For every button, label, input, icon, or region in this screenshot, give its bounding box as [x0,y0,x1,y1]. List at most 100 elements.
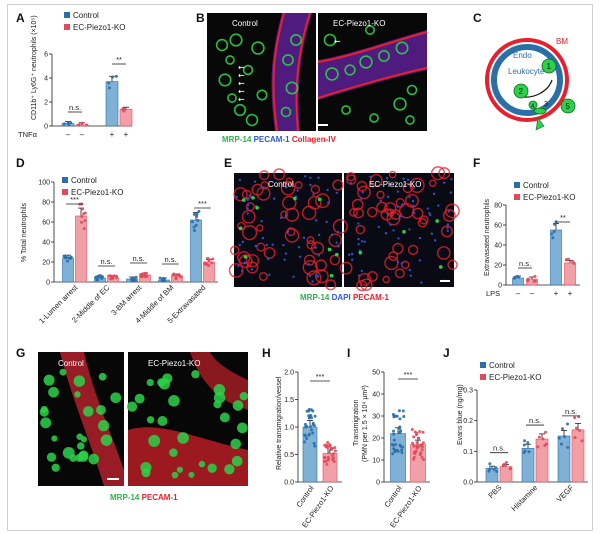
alveolar-wall [229,245,240,256]
panel-i-data-point [392,447,396,451]
alveolar-wall [400,260,410,270]
panel-i-data-point [411,441,415,445]
panel-d-data-point [144,271,148,275]
dapi-nucleus [284,214,288,218]
alveolar-wall [366,206,378,218]
panel-i-data-point [394,442,398,446]
alveolar-wall [380,208,393,221]
panel-d-data-point [82,227,86,231]
neutrophil-b-control [251,41,265,55]
legend-swatch-ko [480,374,486,380]
panel-j-data-point [573,416,577,420]
alveolar-wall [280,210,289,219]
panel-i-data-point [419,451,423,455]
panel-j-data-point [495,469,499,473]
dapi-nucleus [335,241,338,244]
panel-i-data-point [415,441,419,445]
panel-h-data-point [311,409,315,413]
dapi-nucleus [331,233,334,236]
neutrophil-g-control [73,375,86,387]
alveolar-wall [356,180,368,192]
dapi-nucleus [371,185,375,188]
dapi-nucleus [350,252,354,256]
panel-i-data-point [420,455,424,459]
dapi-nucleus [426,207,430,210]
alveolar-wall [349,208,358,217]
alveolar-wall [237,250,251,265]
dapi-nucleus [307,262,310,266]
neutrophil-g-control [110,392,122,404]
neutrophil-g-ko [224,464,235,475]
alveolar-wall [332,179,344,191]
alveolar-wall [409,177,425,193]
alveolar-wall [444,203,460,219]
panel-j-data-point [494,466,498,470]
arrowhead-b: ⇜ [238,95,245,104]
neutrophil-g-control [100,434,113,446]
dapi-nucleus [411,199,415,203]
dapi-nucleus [412,186,416,189]
alveolar-wall [242,225,258,241]
panel-a-x-factor: TNFα [18,130,38,139]
panel-j-data-point [522,450,526,454]
neutrophil-g-control [39,407,49,417]
alveolar-wall [447,259,458,270]
neutrophil-b-ko [369,113,379,123]
neutrophil-g-ko [219,412,230,423]
stain-label-g: MRP-14 PECAM-1 [110,493,178,502]
panel-g: G Control EC-Piezo1-KO MRP-14 PECAM-1 [16,346,249,502]
neutrophil-g-ko [141,468,151,478]
legend-ko-label: EC-Piezo1-KO [523,193,575,202]
panel-c-label: C [473,11,482,25]
panel-i-data-point [410,427,414,431]
panel-i-data-point [417,445,421,449]
panel-f-data-point [515,274,519,278]
panel-h-data-point [311,431,315,435]
basement-membrane-b-ko-2 [317,67,428,99]
panel-i-data-point [419,443,423,447]
dapi-nucleus [268,273,271,277]
panel-a-data-point [62,122,66,126]
neutrophil-g-ko [236,422,248,434]
dapi-nucleus [397,237,400,240]
panel-j-data-point [563,435,567,439]
dapi-nucleus [413,211,416,215]
panel-i-data-point [412,444,416,448]
alveolar-wall [351,198,364,211]
panel-a-bar [119,108,133,127]
neutrophil-g-control [83,406,94,417]
panel-h-data-point [331,452,335,456]
legend-ko-label: EC-Piezo1-KO [71,188,123,197]
dapi-nucleus [400,203,404,206]
panel-i-ylabel: Transmigration [353,399,360,446]
panel-a-data-point [110,75,114,79]
panel-j-data-point [523,439,527,443]
panel-j-sig-label: n.s. [565,407,577,416]
panel-j-data-point [573,435,577,439]
panel-d-bar [75,215,87,283]
dapi-nucleus [335,191,338,195]
dapi-nucleus [250,268,254,271]
panel-d-data-point [190,220,194,224]
panel-h-y-tick-label: 1.0 [284,425,294,432]
neutrophil-g-control [75,453,84,462]
neutrophil-g-ko [230,438,241,450]
vessel-b-ko [318,30,427,100]
neutrophil-e [435,219,439,223]
panel-d-data-point [210,261,214,265]
step-5: 5 [560,98,576,114]
neutrophil-g-control [40,417,52,429]
alveolar-wall [355,224,366,235]
panel-f-sig-label: n.s. [519,259,531,268]
panel-i-data-point [398,430,402,434]
panel-d-data-point [101,275,105,279]
dapi-nucleus [241,240,245,244]
dapi-nucleus [235,195,238,199]
panel-i-y-tick-label: 20 [372,436,380,443]
dapi-nucleus [246,212,249,215]
panel-d-data-point [97,274,101,278]
panel-a-x-sign: + [124,130,129,139]
panel-a-ylabel: CD11b⁺ Ly6G⁺ neutrophils (×10⁵) [31,15,38,120]
neutrophil-b-control [215,38,229,52]
panel-f-data-point [532,279,536,283]
